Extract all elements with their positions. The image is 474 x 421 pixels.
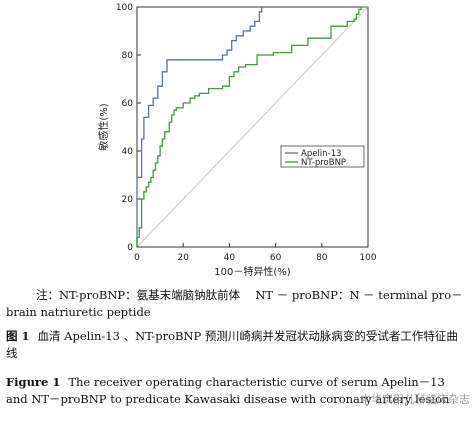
roc-chart: 0 20 40 60 80 100 0 20 40 60 80 100 100－特异性(%) 敏感性(… bbox=[97, 3, 377, 278]
y-tick-label: 20 bbox=[122, 195, 134, 205]
y-tick-label: 60 bbox=[122, 99, 134, 109]
journal-watermark: 中华实用儿科临床杂志 bbox=[360, 393, 470, 406]
legend-label: Apelin-13 bbox=[301, 149, 341, 159]
figure-note: 注：NT-proBNP：氨基末端脑钠肽前体 NT － proBNP：N － te… bbox=[6, 288, 463, 319]
figure-text-en: The receiver operating characteristic cu… bbox=[6, 375, 450, 406]
figure-label-en: Figure 1 bbox=[6, 375, 61, 389]
x-tick-label: 20 bbox=[177, 253, 189, 263]
figure-text-cn: 血清 Apelin-13 、NT-proBNP 预测川崎病并发冠状动脉病变的受试… bbox=[6, 329, 458, 360]
y-tick-label: 0 bbox=[127, 243, 133, 253]
x-axis-label: 100－特异性(%) bbox=[214, 265, 290, 278]
axis-ticks: 0 20 40 60 80 100 0 20 40 60 80 100 bbox=[116, 3, 377, 263]
x-tick-label: 100 bbox=[359, 253, 376, 263]
y-tick-label: 80 bbox=[122, 51, 134, 61]
plot-frame bbox=[136, 6, 369, 248]
legend-label: NT-proBNP bbox=[301, 158, 346, 168]
x-tick-label: 80 bbox=[316, 253, 328, 263]
x-tick-label: 60 bbox=[270, 253, 282, 263]
figure-label-cn: 图 1 bbox=[6, 329, 30, 343]
figure-caption-en: Figure 1 The receiver operating character… bbox=[6, 374, 468, 408]
x-tick-label: 40 bbox=[224, 253, 236, 263]
figure-caption-cn: 图 1 血清 Apelin-13 、NT-proBNP 预测川崎病并发冠状动脉病变… bbox=[6, 328, 468, 362]
x-tick-label: 0 bbox=[134, 253, 140, 263]
y-axis-label: 敏感性(%) bbox=[97, 103, 110, 150]
y-tick-label: 40 bbox=[122, 147, 134, 157]
series-line-apelin-13 bbox=[136, 7, 263, 247]
series-lines bbox=[136, 6, 368, 247]
series-line-nt-probnp bbox=[136, 6, 368, 247]
reference-diagonal bbox=[136, 6, 369, 248]
y-tick-label: 100 bbox=[116, 3, 133, 13]
reference-line bbox=[136, 6, 369, 248]
